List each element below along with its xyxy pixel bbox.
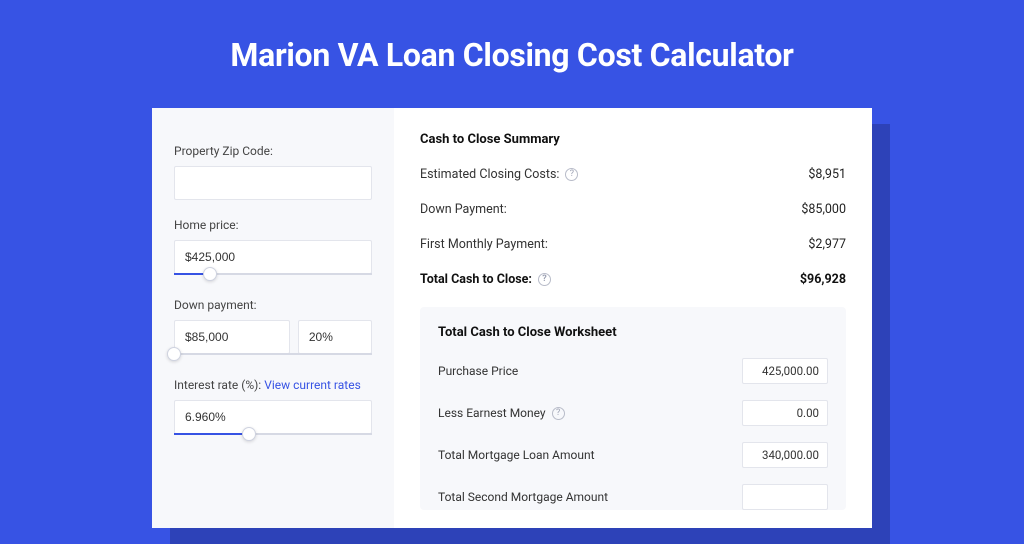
interest-rate-slider-fill	[174, 433, 249, 435]
worksheet-row: Less Earnest Money? 0.00	[438, 400, 828, 426]
summary-row-value: $8,951	[808, 167, 846, 182]
summary-row-value: $2,977	[808, 237, 846, 252]
home-price-slider-wrap	[174, 240, 372, 274]
summary-row-value: $96,928	[800, 272, 846, 287]
worksheet-row-label-text: Less Earnest Money	[438, 406, 546, 420]
down-payment-field-group: Down payment:	[174, 298, 372, 354]
summary-row: Down Payment: $85,000	[420, 202, 846, 217]
summary-row: Total Cash to Close:? $96,928	[420, 272, 846, 287]
worksheet-panel: Total Cash to Close Worksheet Purchase P…	[420, 307, 846, 510]
interest-rate-slider-thumb[interactable]	[242, 427, 256, 441]
help-icon[interactable]: ?	[538, 273, 551, 286]
worksheet-row-value[interactable]	[742, 484, 828, 510]
summary-row-label: Down Payment:	[420, 202, 507, 217]
worksheet-row: Total Mortgage Loan Amount 340,000.00	[438, 442, 828, 468]
down-payment-amount-input[interactable]	[174, 320, 290, 354]
worksheet-row-label-text: Total Mortgage Loan Amount	[438, 448, 595, 462]
zip-label: Property Zip Code:	[174, 144, 372, 158]
summary-row-value: $85,000	[801, 202, 846, 217]
view-rates-link[interactable]: View current rates	[264, 378, 361, 392]
summary-row-label: Estimated Closing Costs:?	[420, 167, 578, 182]
interest-rate-slider-wrap	[174, 400, 372, 434]
zip-field-group: Property Zip Code:	[174, 144, 372, 200]
summary-rows: Estimated Closing Costs:? $8,951 Down Paym…	[420, 167, 846, 287]
worksheet-row-value[interactable]: 425,000.00	[742, 358, 828, 384]
down-payment-percent-input[interactable]	[298, 320, 372, 354]
worksheet-row: Purchase Price 425,000.00	[438, 358, 828, 384]
worksheet-row-label: Total Second Mortgage Amount	[438, 490, 608, 504]
summary-row-label-text: First Monthly Payment:	[420, 237, 548, 252]
summary-row: First Monthly Payment: $2,977	[420, 237, 846, 252]
down-payment-slider-wrap	[174, 320, 372, 354]
summary-row-label-text: Total Cash to Close:	[420, 272, 532, 287]
results-panel: Cash to Close Summary Estimated Closing …	[394, 108, 872, 528]
home-price-field-group: Home price:	[174, 218, 372, 274]
home-price-slider-thumb[interactable]	[203, 267, 217, 281]
summary-title: Cash to Close Summary	[420, 132, 846, 147]
summary-row-label: Total Cash to Close:?	[420, 272, 551, 287]
page-title: Marion VA Loan Closing Cost Calculator	[0, 0, 1024, 102]
summary-row: Estimated Closing Costs:? $8,951	[420, 167, 846, 182]
worksheet-row-value[interactable]: 0.00	[742, 400, 828, 426]
summary-row-label-text: Estimated Closing Costs:	[420, 167, 559, 182]
down-payment-slider-track[interactable]	[174, 353, 372, 355]
worksheet-row: Total Second Mortgage Amount	[438, 484, 828, 510]
worksheet-row-label-text: Purchase Price	[438, 364, 518, 378]
worksheet-title: Total Cash to Close Worksheet	[438, 325, 828, 340]
worksheet-row-value[interactable]: 340,000.00	[742, 442, 828, 468]
help-icon[interactable]: ?	[565, 168, 578, 181]
interest-rate-field-group: Interest rate (%): View current rates	[174, 378, 372, 434]
summary-row-label-text: Down Payment:	[420, 202, 507, 217]
zip-input[interactable]	[174, 166, 372, 200]
summary-row-label: First Monthly Payment:	[420, 237, 548, 252]
home-price-label: Home price:	[174, 218, 372, 232]
interest-rate-input[interactable]	[174, 400, 372, 434]
interest-rate-label-text: Interest rate (%):	[174, 378, 264, 392]
worksheet-row-label: Purchase Price	[438, 364, 518, 378]
help-icon[interactable]: ?	[552, 407, 565, 420]
down-payment-label: Down payment:	[174, 298, 372, 312]
down-payment-slider-thumb[interactable]	[167, 347, 181, 361]
worksheet-row-label: Total Mortgage Loan Amount	[438, 448, 595, 462]
calculator-card: Property Zip Code: Home price: Down paym…	[152, 108, 872, 528]
worksheet-row-label-text: Total Second Mortgage Amount	[438, 490, 608, 504]
worksheet-row-label: Less Earnest Money?	[438, 406, 565, 420]
interest-rate-label: Interest rate (%): View current rates	[174, 378, 372, 392]
worksheet-rows: Purchase Price 425,000.00 Less Earnest Mon…	[438, 358, 828, 510]
form-panel: Property Zip Code: Home price: Down paym…	[152, 108, 394, 528]
